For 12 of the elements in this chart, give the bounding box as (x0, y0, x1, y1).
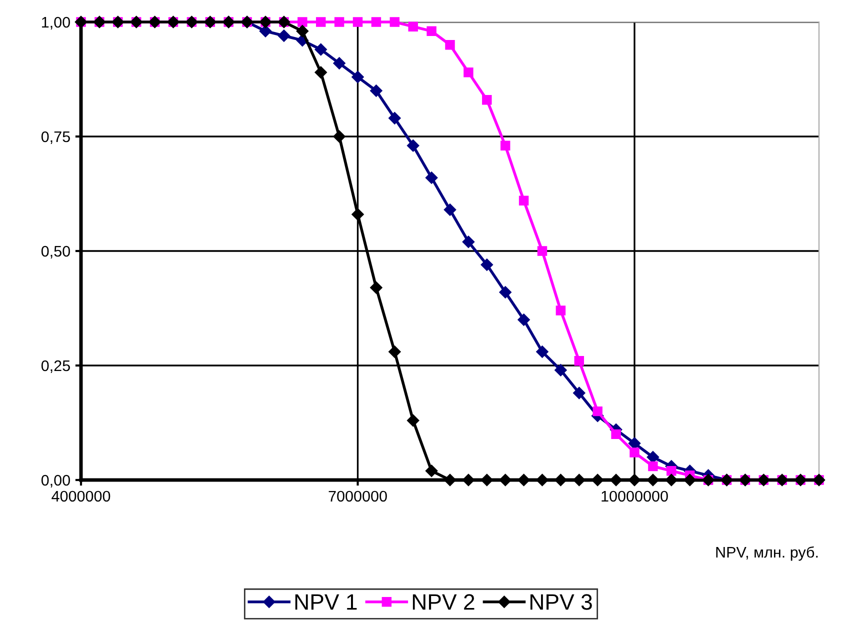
y-tick-label: 0,25 (41, 360, 70, 373)
legend-label: NPV 2 (412, 594, 474, 610)
x-axis-title: NPV, млн. руб. (716, 546, 818, 561)
x-tick-label: 4000000 (52, 490, 110, 502)
legend-label: NPV 3 (530, 594, 592, 610)
x-tick-label: 10000000 (602, 490, 668, 502)
y-tick-label: 0,00 (41, 474, 70, 488)
y-tick-label: 1,00 (42, 16, 70, 30)
legend-label: NPV 1 (295, 594, 357, 610)
y-tick-label: 0,50 (41, 246, 70, 258)
y-tick-label: 0,75 (41, 131, 70, 144)
x-tick-label: 7000000 (328, 490, 387, 502)
